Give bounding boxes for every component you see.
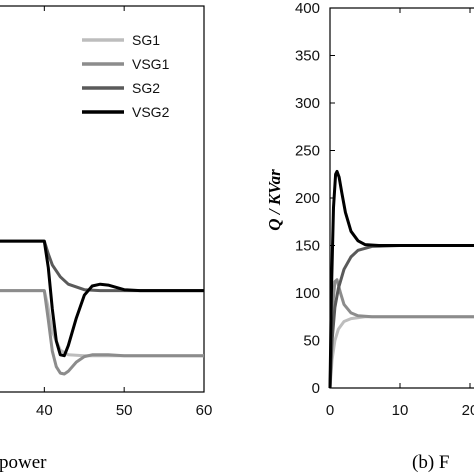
legend-label-sg1: SG1 bbox=[132, 32, 160, 48]
legend: SG1 VSG1 SG2 VSG2 bbox=[82, 32, 170, 120]
right-y-tick-label: 200 bbox=[295, 190, 320, 207]
right-y-tick-label: 150 bbox=[295, 238, 320, 255]
left-x-tick-label: 40 bbox=[36, 402, 53, 419]
right-y-axis-label: Q / KVar bbox=[265, 169, 284, 231]
right-series-line-2 bbox=[328, 278, 474, 389]
left-plot-frame bbox=[0, 5, 205, 393]
right-y-tick-label: 250 bbox=[295, 143, 320, 160]
right-series-line-1 bbox=[328, 315, 474, 389]
right-panel: 0 50 100 150 200 250 300 350 400 0 10 20 Q / KVar (b)… bbox=[265, 0, 474, 473]
left-caption: power bbox=[0, 452, 47, 473]
legend-label-vsg1: VSG1 bbox=[132, 56, 170, 72]
left-x-tick-label: 60 bbox=[196, 402, 213, 419]
left-panel: 40 50 60 SG1 VSG1 SG2 VSG2 power bbox=[0, 5, 213, 473]
legend-label-sg2: SG2 bbox=[132, 80, 160, 96]
left-series-line-sg1 bbox=[0, 289, 204, 358]
right-y-tick-label: 300 bbox=[295, 95, 320, 112]
right-y-tick-label: 100 bbox=[295, 285, 320, 302]
right-y-tick-label: 400 bbox=[295, 0, 320, 17]
right-y-tick-label: 50 bbox=[303, 333, 320, 350]
legend-label-vsg2: VSG2 bbox=[132, 104, 170, 120]
right-x-tick-label: 10 bbox=[392, 402, 409, 419]
left-series-line-vsg2 bbox=[0, 239, 204, 358]
right-plot-frame bbox=[329, 7, 474, 389]
right-y-tick-label: 0 bbox=[312, 380, 320, 397]
right-x-tick-label: 0 bbox=[326, 402, 334, 419]
right-caption: (b) F bbox=[412, 452, 449, 473]
left-series-line-vsg1 bbox=[0, 289, 204, 376]
right-y-tick-label: 350 bbox=[295, 48, 320, 65]
right-x-tick-label: 20 bbox=[462, 402, 474, 419]
left-x-tick-label: 50 bbox=[116, 402, 133, 419]
right-series-line-4 bbox=[328, 169, 474, 389]
